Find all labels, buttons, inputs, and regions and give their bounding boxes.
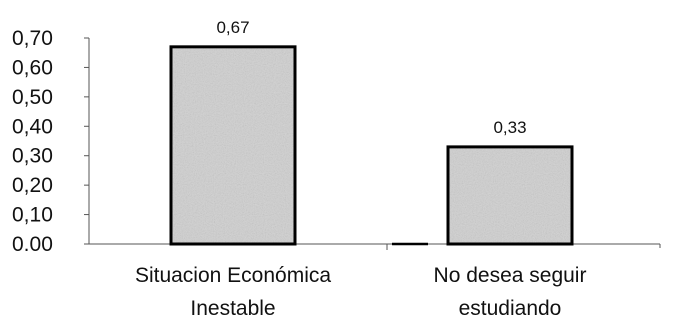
bar-value-label: 0,33 — [493, 118, 526, 137]
bar-outline — [169, 45, 297, 246]
bar-outline — [446, 145, 574, 246]
data-labels: 0,67 0,33 — [216, 18, 526, 137]
bar — [169, 45, 297, 246]
bar — [446, 145, 574, 246]
bar-texture — [448, 146, 572, 244]
bar-texture — [171, 46, 295, 245]
bars — [169, 45, 574, 246]
y-tick-label: 0,30 — [12, 145, 53, 168]
y-tick-label: 0,60 — [12, 56, 53, 79]
category-label: estudiando — [459, 297, 562, 320]
y-tick-label: 0,20 — [12, 174, 53, 197]
y-tick-label: 0,40 — [12, 115, 53, 138]
y-tick-label: 0,10 — [12, 204, 53, 227]
y-tick-label: 0,50 — [12, 86, 53, 109]
category-label: No desea seguir — [434, 264, 587, 287]
category-label: Inestable — [190, 297, 275, 320]
y-tick-label: 0.00 — [12, 233, 53, 256]
bar-value-label: 0,67 — [216, 18, 249, 37]
y-tick-label: 0,70 — [12, 27, 53, 50]
category-label: Situacion Económica — [135, 264, 331, 287]
y-axis: 0.00 0,10 0,20 0,30 0,40 0,50 0,60 0,70 — [12, 27, 90, 256]
category-labels: Situacion Económica Inestable No desea seg… — [135, 264, 587, 320]
